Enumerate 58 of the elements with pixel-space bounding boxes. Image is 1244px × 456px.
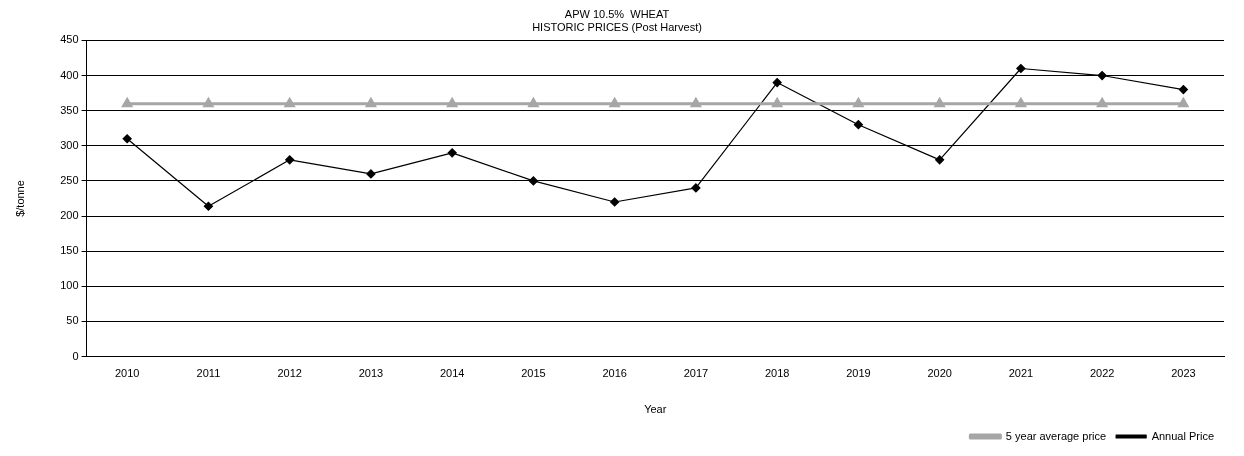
point xyxy=(366,169,376,179)
legend-label: 5 year average price xyxy=(1005,429,1107,442)
x-tick-label: 2016 xyxy=(602,367,627,380)
x-tick-label: 2021 xyxy=(1008,367,1034,380)
y-tick-label: 150 xyxy=(60,244,79,257)
y-tick-label: 350 xyxy=(60,103,79,116)
x-tick-label: 2010 xyxy=(114,367,140,380)
y-tick-label: 400 xyxy=(60,68,79,81)
point xyxy=(203,98,214,108)
point xyxy=(203,201,214,211)
text: APW 10.5% WHEAT xyxy=(564,7,670,20)
point xyxy=(365,98,376,108)
point xyxy=(122,98,133,108)
point xyxy=(610,197,620,207)
x-tick-label: 2013 xyxy=(358,367,384,380)
y-axis-title: $/tonne xyxy=(13,180,26,217)
x-tick-label: 2014 xyxy=(439,367,465,380)
point xyxy=(122,134,132,144)
y-tick-label: 300 xyxy=(60,138,79,151)
point xyxy=(1178,98,1189,108)
point xyxy=(528,98,539,108)
point xyxy=(935,155,945,165)
point xyxy=(853,120,863,130)
x-tick-label: 2017 xyxy=(683,367,709,380)
point xyxy=(934,98,945,108)
point xyxy=(691,183,701,193)
x-tick-label: 2020 xyxy=(927,367,952,380)
y-tick-label: 0 xyxy=(72,349,79,362)
point xyxy=(1015,98,1026,108)
point xyxy=(690,98,701,108)
point xyxy=(772,77,782,88)
point xyxy=(285,155,295,165)
x-tick-label: 2022 xyxy=(1089,367,1115,380)
text: HISTORIC PRICES (Post Harvest) xyxy=(532,20,702,33)
x-tick-label: 2023 xyxy=(1171,367,1196,380)
point xyxy=(609,98,620,108)
point xyxy=(1097,98,1108,108)
point xyxy=(447,98,458,108)
point xyxy=(528,176,539,186)
point xyxy=(1016,63,1026,74)
y-tick-label: 200 xyxy=(60,209,79,222)
x-axis-title: Year xyxy=(644,403,667,416)
x-tick-label: 2011 xyxy=(196,367,221,380)
point xyxy=(853,98,864,108)
legend-label: Annual Price xyxy=(1151,429,1215,442)
point xyxy=(284,98,295,108)
point xyxy=(772,98,783,108)
y-tick-label: 100 xyxy=(60,279,79,292)
point xyxy=(447,148,457,158)
x-tick-label: 2012 xyxy=(277,367,302,380)
y-tick-label: 450 xyxy=(60,33,79,46)
point xyxy=(1178,84,1188,95)
x-tick-label: 2018 xyxy=(764,367,790,380)
point xyxy=(1097,70,1107,81)
y-tick-label: 250 xyxy=(60,173,79,186)
x-tick-label: 2019 xyxy=(846,367,871,380)
x-tick-label: 2015 xyxy=(521,367,546,380)
y-tick-label: 50 xyxy=(66,314,79,327)
